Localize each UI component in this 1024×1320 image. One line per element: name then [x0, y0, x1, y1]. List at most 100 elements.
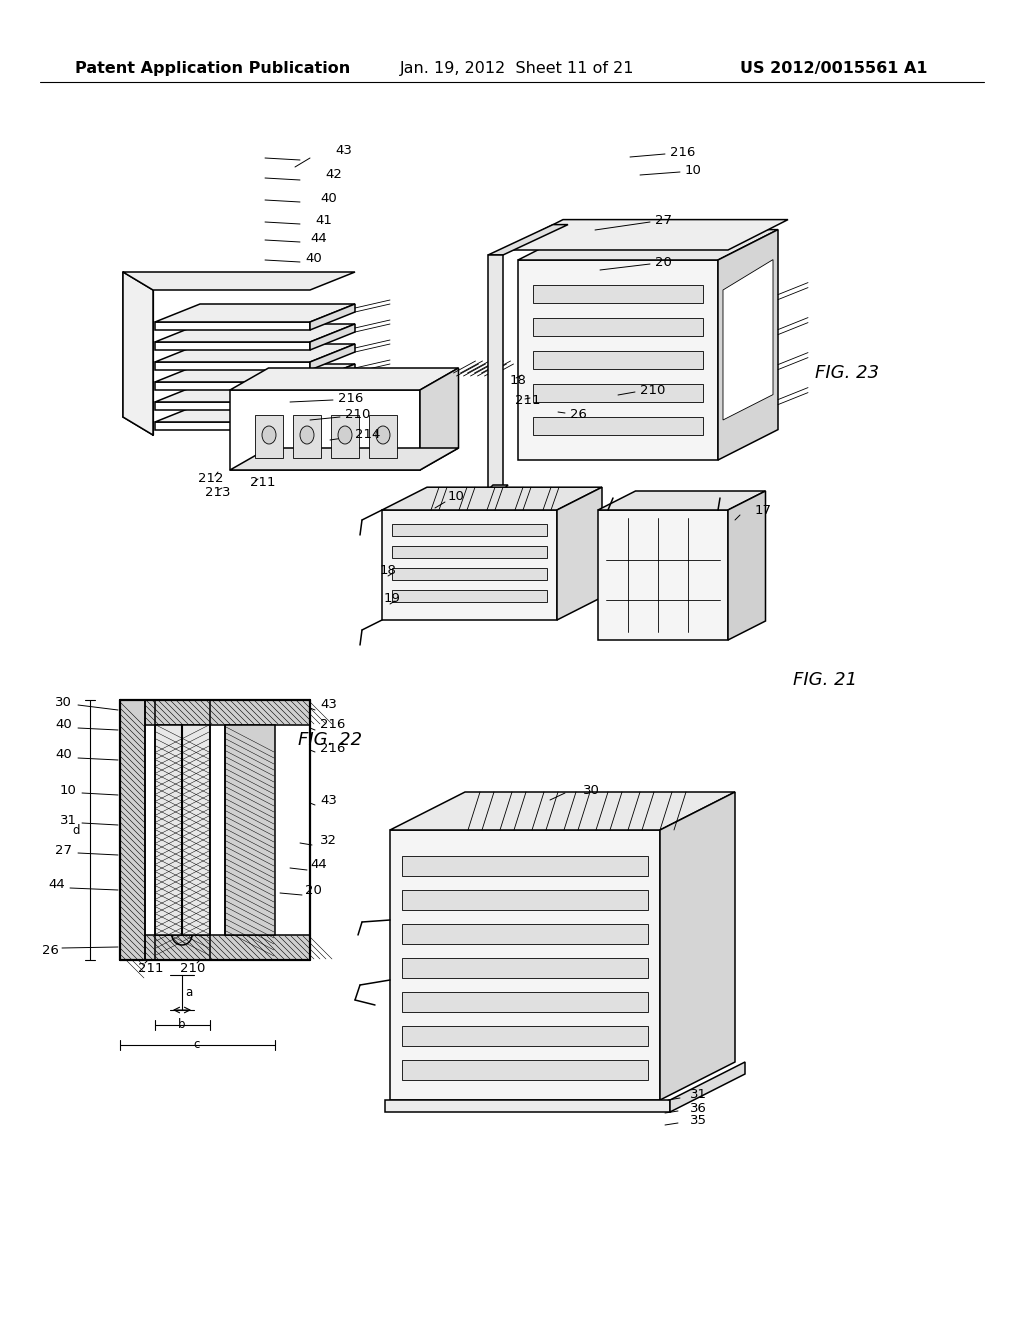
Text: 216: 216: [319, 718, 345, 731]
Text: 41: 41: [315, 214, 332, 227]
Polygon shape: [392, 546, 547, 558]
Polygon shape: [155, 364, 355, 381]
Polygon shape: [155, 725, 210, 935]
Polygon shape: [598, 510, 728, 640]
Polygon shape: [402, 1060, 648, 1080]
Polygon shape: [718, 230, 778, 459]
Polygon shape: [660, 792, 735, 1100]
Text: 210: 210: [180, 961, 206, 974]
Text: 19: 19: [384, 591, 400, 605]
Polygon shape: [310, 323, 355, 350]
Text: 210: 210: [640, 384, 666, 396]
Polygon shape: [310, 345, 355, 370]
Polygon shape: [310, 384, 355, 411]
Polygon shape: [385, 1100, 670, 1111]
Text: a: a: [185, 986, 193, 999]
Text: 40: 40: [55, 718, 72, 731]
Polygon shape: [155, 403, 310, 411]
Polygon shape: [382, 487, 602, 510]
Polygon shape: [420, 368, 459, 470]
Text: 10: 10: [449, 491, 465, 503]
Text: 20: 20: [655, 256, 672, 268]
Polygon shape: [230, 389, 420, 470]
Polygon shape: [155, 304, 355, 322]
Polygon shape: [488, 255, 503, 490]
Text: 211: 211: [515, 393, 541, 407]
Polygon shape: [382, 510, 557, 620]
Polygon shape: [503, 219, 788, 249]
Text: Patent Application Publication: Patent Application Publication: [75, 61, 350, 75]
Polygon shape: [155, 384, 355, 403]
Text: 35: 35: [690, 1114, 707, 1126]
Polygon shape: [392, 590, 547, 602]
Text: 211: 211: [250, 477, 275, 490]
Text: 31: 31: [60, 813, 77, 826]
Ellipse shape: [376, 426, 390, 444]
Polygon shape: [518, 230, 778, 260]
Polygon shape: [255, 414, 283, 458]
Polygon shape: [723, 260, 773, 420]
Text: 213: 213: [205, 486, 230, 499]
Text: 32: 32: [319, 833, 337, 846]
Polygon shape: [155, 404, 355, 422]
Polygon shape: [392, 568, 547, 579]
Polygon shape: [402, 993, 648, 1012]
Polygon shape: [557, 487, 602, 620]
Text: 26: 26: [42, 944, 58, 957]
Text: 214: 214: [355, 429, 380, 441]
Text: 27: 27: [55, 843, 72, 857]
Text: 42: 42: [325, 169, 342, 181]
Text: 43: 43: [319, 793, 337, 807]
Text: b: b: [178, 1019, 185, 1031]
Polygon shape: [402, 924, 648, 944]
Polygon shape: [728, 491, 766, 640]
Polygon shape: [155, 342, 310, 350]
Polygon shape: [402, 855, 648, 876]
Text: 10: 10: [685, 164, 701, 177]
Polygon shape: [155, 422, 310, 430]
Polygon shape: [310, 364, 355, 389]
Polygon shape: [598, 491, 766, 510]
Polygon shape: [534, 384, 703, 403]
Polygon shape: [392, 524, 547, 536]
Polygon shape: [331, 414, 359, 458]
Polygon shape: [120, 700, 310, 725]
Polygon shape: [155, 345, 355, 362]
Text: 211: 211: [138, 961, 164, 974]
Polygon shape: [402, 958, 648, 978]
Text: FIG. 21: FIG. 21: [793, 671, 857, 689]
Text: 18: 18: [380, 564, 397, 577]
Text: 30: 30: [583, 784, 600, 796]
Polygon shape: [670, 1063, 745, 1111]
Text: c: c: [194, 1039, 200, 1052]
Polygon shape: [488, 484, 508, 490]
Polygon shape: [120, 700, 145, 960]
Text: 40: 40: [305, 252, 322, 264]
Polygon shape: [155, 381, 310, 389]
Polygon shape: [123, 272, 355, 290]
Text: 216: 216: [338, 392, 364, 404]
Text: 210: 210: [345, 408, 371, 421]
Polygon shape: [390, 830, 660, 1100]
Polygon shape: [402, 1026, 648, 1045]
Text: Jan. 19, 2012  Sheet 11 of 21: Jan. 19, 2012 Sheet 11 of 21: [400, 61, 635, 75]
Text: 44: 44: [310, 858, 327, 871]
Text: 44: 44: [310, 231, 327, 244]
Polygon shape: [225, 725, 275, 935]
Text: 20: 20: [305, 883, 322, 896]
Text: FIG. 23: FIG. 23: [815, 364, 880, 381]
Text: 212: 212: [198, 471, 223, 484]
Polygon shape: [534, 417, 703, 436]
Text: d: d: [73, 824, 80, 837]
Text: FIG. 22: FIG. 22: [298, 731, 362, 748]
Text: 17: 17: [755, 503, 772, 516]
Polygon shape: [534, 285, 703, 304]
Polygon shape: [534, 318, 703, 337]
Text: 26: 26: [570, 408, 587, 421]
Polygon shape: [120, 935, 310, 960]
Polygon shape: [518, 260, 718, 459]
Text: 31: 31: [690, 1089, 707, 1101]
Polygon shape: [310, 304, 355, 330]
Polygon shape: [369, 414, 397, 458]
Text: US 2012/0015561 A1: US 2012/0015561 A1: [740, 61, 928, 75]
